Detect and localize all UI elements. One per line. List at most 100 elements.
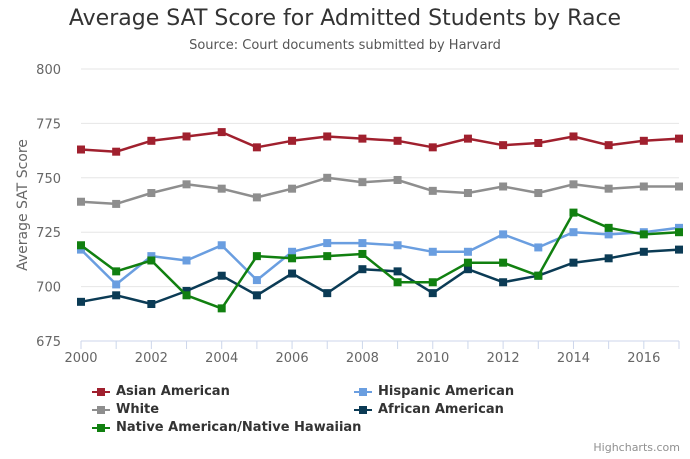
data-point[interactable] [217, 271, 226, 280]
data-point[interactable] [569, 228, 578, 237]
data-point[interactable] [639, 136, 648, 145]
data-point[interactable] [569, 258, 578, 267]
data-point[interactable] [217, 184, 226, 193]
data-point[interactable] [675, 134, 683, 143]
data-point[interactable] [499, 141, 508, 150]
data-point[interactable] [639, 182, 648, 191]
data-point[interactable] [358, 249, 367, 258]
data-point[interactable] [217, 241, 226, 250]
data-point[interactable] [147, 256, 156, 265]
legend-symbol [354, 386, 372, 398]
data-point[interactable] [569, 180, 578, 189]
data-point[interactable] [463, 265, 472, 274]
data-point[interactable] [323, 173, 332, 182]
data-point[interactable] [112, 280, 121, 289]
data-point[interactable] [393, 267, 402, 276]
data-point[interactable] [428, 247, 437, 256]
data-point[interactable] [534, 138, 543, 147]
data-point[interactable] [182, 256, 191, 265]
data-point[interactable] [499, 182, 508, 191]
data-point[interactable] [499, 258, 508, 267]
data-point[interactable] [428, 186, 437, 195]
data-point[interactable] [77, 245, 85, 254]
data-point[interactable] [288, 136, 297, 145]
legend-symbol-marker [359, 387, 367, 396]
series-line [80, 176, 679, 206]
data-point[interactable] [217, 304, 226, 313]
data-point[interactable] [534, 271, 543, 280]
data-point[interactable] [393, 136, 402, 145]
data-point[interactable] [604, 230, 613, 239]
data-point[interactable] [393, 278, 402, 287]
data-point[interactable] [288, 254, 297, 263]
data-point[interactable] [288, 269, 297, 278]
data-point[interactable] [147, 189, 156, 198]
legend-symbol [92, 404, 110, 416]
data-point[interactable] [463, 134, 472, 143]
data-point[interactable] [534, 243, 543, 252]
data-point[interactable] [604, 254, 613, 263]
data-point[interactable] [147, 300, 156, 309]
data-point[interactable] [252, 193, 261, 202]
data-point[interactable] [358, 239, 367, 248]
data-point[interactable] [675, 182, 683, 191]
data-point[interactable] [428, 289, 437, 298]
data-point[interactable] [569, 208, 578, 217]
data-point[interactable] [112, 291, 121, 300]
data-point[interactable] [393, 241, 402, 250]
data-point[interactable] [77, 241, 85, 250]
data-point[interactable] [182, 286, 191, 295]
legend-item[interactable]: African American [354, 402, 504, 417]
data-point[interactable] [77, 297, 85, 306]
data-point[interactable] [569, 132, 578, 141]
data-point[interactable] [252, 252, 261, 261]
data-point[interactable] [358, 178, 367, 187]
data-point[interactable] [323, 239, 332, 248]
data-point[interactable] [288, 184, 297, 193]
data-point[interactable] [147, 136, 156, 145]
data-point[interactable] [675, 223, 683, 232]
data-point[interactable] [288, 247, 297, 256]
data-point[interactable] [428, 143, 437, 152]
data-point[interactable] [675, 228, 683, 237]
data-point[interactable] [112, 267, 121, 276]
data-point[interactable] [393, 175, 402, 184]
data-point[interactable] [112, 147, 121, 156]
data-point[interactable] [252, 276, 261, 285]
data-point[interactable] [323, 252, 332, 261]
data-point[interactable] [675, 245, 683, 254]
data-point[interactable] [323, 289, 332, 298]
data-point[interactable] [77, 197, 85, 206]
data-point[interactable] [112, 199, 121, 208]
legend-item[interactable]: Hispanic American [354, 384, 514, 399]
legend-item[interactable]: White [92, 402, 159, 417]
data-point[interactable] [358, 265, 367, 274]
data-point[interactable] [604, 184, 613, 193]
data-point[interactable] [639, 230, 648, 239]
data-point[interactable] [252, 143, 261, 152]
data-point[interactable] [217, 128, 226, 137]
data-point[interactable] [463, 258, 472, 267]
legend-item[interactable]: Asian American [92, 384, 230, 399]
data-point[interactable] [639, 247, 648, 256]
data-point[interactable] [182, 132, 191, 141]
data-point[interactable] [499, 230, 508, 239]
credits-link[interactable]: Highcharts.com [593, 441, 680, 454]
data-point[interactable] [499, 278, 508, 287]
data-point[interactable] [147, 252, 156, 261]
data-point[interactable] [182, 180, 191, 189]
data-point[interactable] [428, 278, 437, 287]
y-axis-title: Average SAT Score [15, 139, 31, 271]
data-point[interactable] [358, 134, 367, 143]
data-point[interactable] [463, 189, 472, 198]
data-point[interactable] [534, 189, 543, 198]
data-point[interactable] [463, 247, 472, 256]
series-line [80, 130, 680, 153]
legend-item[interactable]: Native American/Native Hawaiian [92, 420, 361, 435]
data-point[interactable] [604, 141, 613, 150]
data-point[interactable] [604, 223, 613, 232]
data-point[interactable] [77, 145, 85, 154]
data-point[interactable] [182, 291, 191, 300]
data-point[interactable] [252, 291, 261, 300]
data-point[interactable] [323, 132, 332, 141]
